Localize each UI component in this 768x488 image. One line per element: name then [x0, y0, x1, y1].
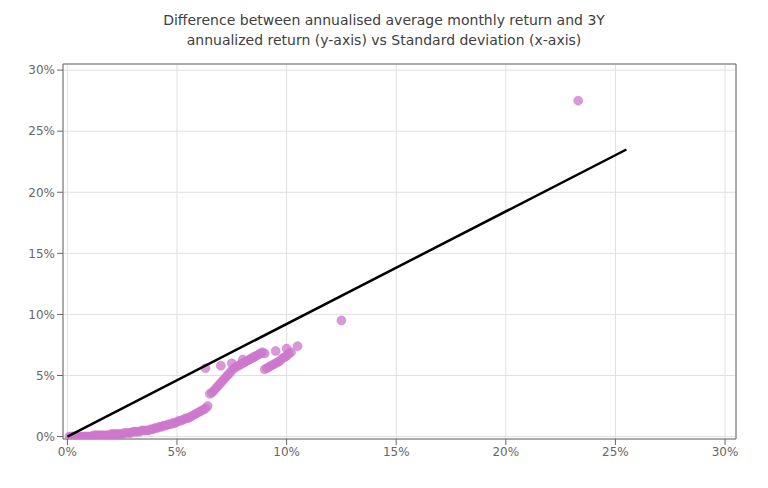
- svg-text:30%: 30%: [712, 445, 739, 459]
- svg-text:0%: 0%: [58, 445, 77, 459]
- svg-text:25%: 25%: [602, 445, 629, 459]
- svg-text:20%: 20%: [28, 186, 55, 200]
- svg-text:15%: 15%: [28, 247, 55, 261]
- svg-text:5%: 5%: [167, 445, 186, 459]
- html-text:annualized return (y-axis) vs: annualized return (y-axis) vs Standard d…: [186, 32, 582, 48]
- svg-text:30%: 30%: [28, 63, 55, 77]
- html-text:Difference between annualised: Difference between annualised average mo…: [163, 12, 605, 28]
- svg-text:10%: 10%: [28, 308, 55, 322]
- svg-text:15%: 15%: [383, 445, 410, 459]
- svg-text:25%: 25%: [28, 124, 55, 138]
- svg-text:5%: 5%: [36, 369, 55, 383]
- svg-text:10%: 10%: [273, 445, 300, 459]
- svg-text:0%: 0%: [36, 430, 55, 444]
- svg-text:20%: 20%: [492, 445, 519, 459]
